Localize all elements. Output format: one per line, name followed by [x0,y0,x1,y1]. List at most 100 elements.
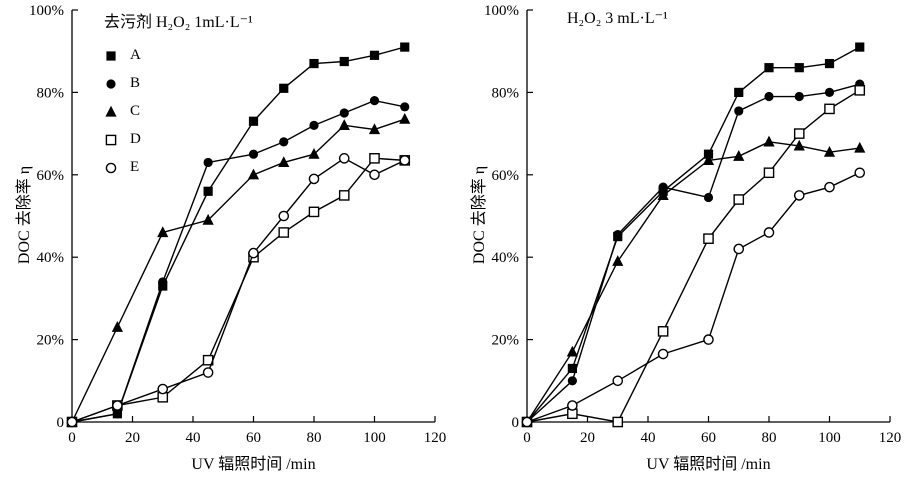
data-point [657,189,669,200]
data-point [733,150,745,161]
data-point [793,128,805,139]
left-x-axis-label: UV 辐照时间 /min [191,456,316,473]
right-chart-canvas: 0 20 40 60 80 100 120 0 20% 40% 60% 80% 100% [484,3,902,446]
data-point [657,326,669,337]
chart-panel-left: 0 20 40 60 80 100 120 0 20% 40% 60% 80% 100% 去污剂 H₂O… [0,0,455,482]
filled-circle-icon [106,78,116,89]
data-point [279,83,289,93]
data-point [399,112,411,124]
data-point [308,173,320,185]
x-tick-label: 100 [363,430,386,446]
y-tick-label: 80% [492,85,520,101]
data-point [794,91,804,102]
filled-square-icon [106,50,116,61]
data-point [703,192,714,203]
data-point [157,226,169,238]
data-point [106,50,116,61]
series-E [521,167,866,428]
data-point [248,149,259,159]
left-chart-title: 去污剂 H₂O₂ 1mL·L⁻¹ [104,14,253,31]
data-point [734,106,744,116]
y-tick-label: 40% [37,250,65,266]
right-y-axis-label: DOC 去除率 η [471,165,488,265]
data-point [309,58,319,69]
data-point [703,233,714,244]
data-point [763,227,775,238]
data-point [105,105,117,117]
data-point [105,134,117,145]
data-point [279,137,289,147]
data-point [823,145,836,157]
data-point [369,50,380,60]
data-point [824,87,835,97]
series-line [71,118,405,423]
data-point [567,376,577,386]
data-point [369,153,380,164]
data-point [613,229,623,240]
data-point [202,213,214,225]
x-tick-label: 40 [641,430,656,446]
y-tick-label: 0 [57,415,65,431]
data-point [567,400,578,411]
legend-label: A [130,47,141,63]
y-tick-label: 20% [37,333,65,349]
data-point [733,194,745,205]
legend-label: D [130,131,141,147]
data-point [308,206,320,218]
data-point [703,334,714,345]
data-point [612,416,624,428]
data-point [112,409,122,419]
left-chart-canvas: 0 20 40 60 80 100 120 0 20% 40% 60% 80% 100% [29,3,446,446]
y-tick-label: 40% [492,250,520,266]
data-point [66,416,78,428]
data-point [202,367,214,378]
data-point [338,119,350,130]
series-line [526,141,860,423]
left-y-axis-label: DOC 去除率 η [16,165,33,265]
legend-label: C [130,103,141,119]
series-D [521,85,866,428]
x-tick-label: 20 [125,430,140,446]
data-point [339,56,349,67]
y-tick-label: 100% [29,3,64,19]
data-point [566,345,578,357]
data-point [248,247,259,259]
data-point [793,190,805,201]
data-point [521,416,533,428]
data-point [854,141,866,153]
data-point [112,400,123,411]
y-tick-label: 60% [37,168,65,184]
series-line [526,89,861,423]
data-point [203,157,213,168]
data-point [567,363,577,374]
y-tick-label: 100% [484,3,519,19]
data-point [338,153,350,164]
data-point [309,120,319,130]
open-square-icon [105,134,117,145]
data-point [278,156,290,168]
x-tick-label: 120 [879,430,902,446]
data-point [763,167,775,179]
legend-item-C: C [100,102,141,121]
series-line [71,99,405,423]
right-chart-title: H₂O₂ 3 mL·L⁻¹ [567,10,668,27]
open-circle-icon [105,162,117,173]
series-line [526,46,861,423]
data-point [702,154,715,165]
data-point [339,108,349,118]
series-D [66,153,411,428]
y-tick-label: 60% [492,168,520,184]
data-point [824,103,835,115]
data-point [278,227,290,238]
data-point [278,210,290,222]
data-point [764,91,774,102]
series-line [71,157,405,423]
legend-item-B: B [100,74,141,93]
data-point [612,255,624,266]
data-point [855,42,865,52]
data-point [203,186,213,196]
data-point [248,116,259,126]
x-tick-label: 40 [186,430,201,446]
